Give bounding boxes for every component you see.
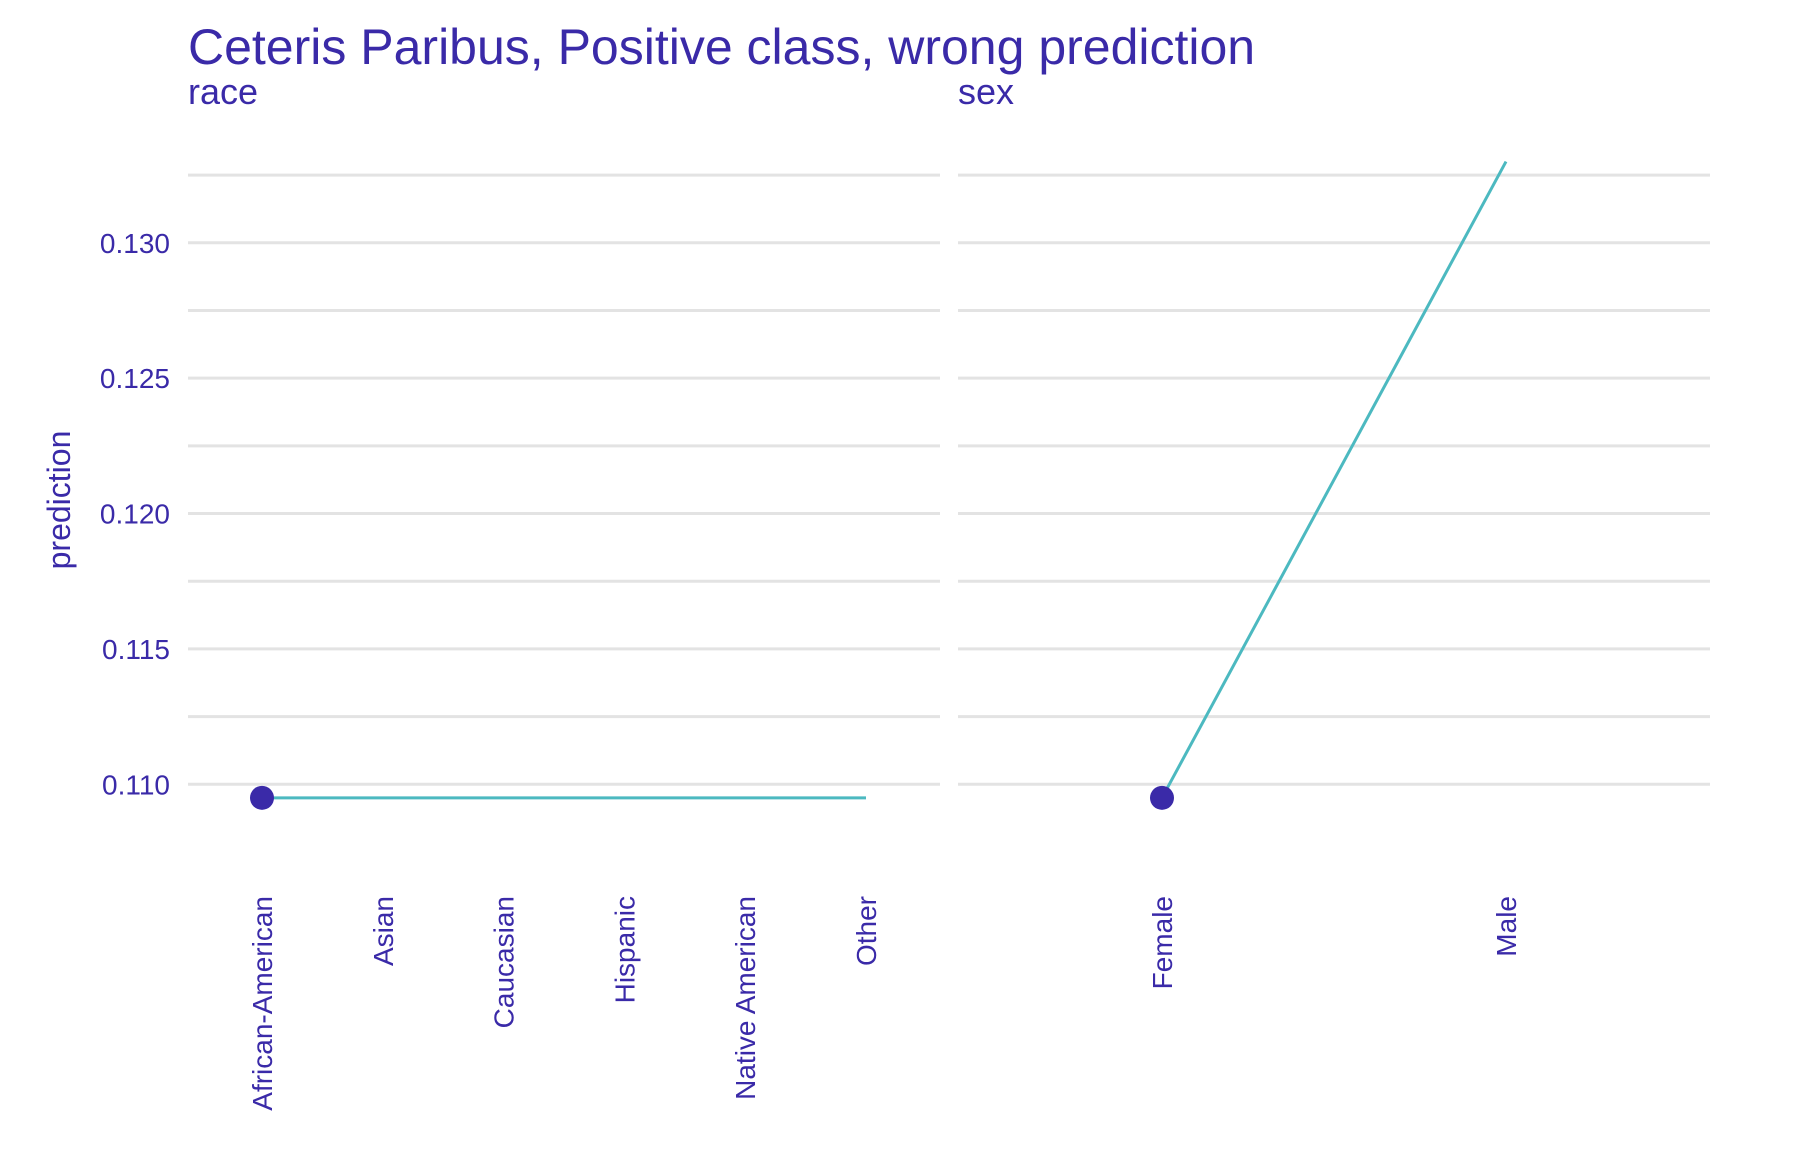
y-tick-label: 0.115	[102, 634, 170, 665]
y-axis-ticks: 0.110 0.115 0.120 0.125 0.130	[100, 228, 170, 801]
y-tick-label: 0.120	[100, 499, 170, 530]
x-tick-label: Hispanic	[609, 896, 640, 1003]
observation-point	[1150, 785, 1174, 810]
x-tick-label: Other	[851, 896, 882, 966]
x-tick-label: African-American	[247, 896, 278, 1111]
y-tick-label: 0.130	[100, 228, 170, 259]
y-tick-label: 0.125	[100, 363, 170, 394]
chart-title: Ceteris Paribus, Positive class, wrong p…	[188, 19, 1255, 75]
panel-sex: sex Female Male	[958, 71, 1710, 989]
observation-point	[250, 785, 274, 810]
series-line	[1160, 160, 1508, 799]
x-tick-label: Asian	[368, 896, 399, 966]
y-axis-label: prediction	[41, 431, 77, 570]
x-tick-label: Native American	[730, 896, 761, 1100]
x-tick-label: Male	[1491, 896, 1522, 957]
x-tick-label: Female	[1147, 896, 1178, 989]
facet-label: sex	[958, 71, 1014, 112]
facet-label: race	[188, 71, 258, 112]
facet-panels: 0.110 0.115 0.120 0.125 0.130 race African-Ame…	[100, 71, 1710, 1111]
y-tick-label: 0.110	[102, 769, 170, 800]
panel-race: race African-American Asian Caucasian Hispan…	[188, 71, 940, 1111]
x-tick-label: Caucasian	[489, 896, 520, 1028]
